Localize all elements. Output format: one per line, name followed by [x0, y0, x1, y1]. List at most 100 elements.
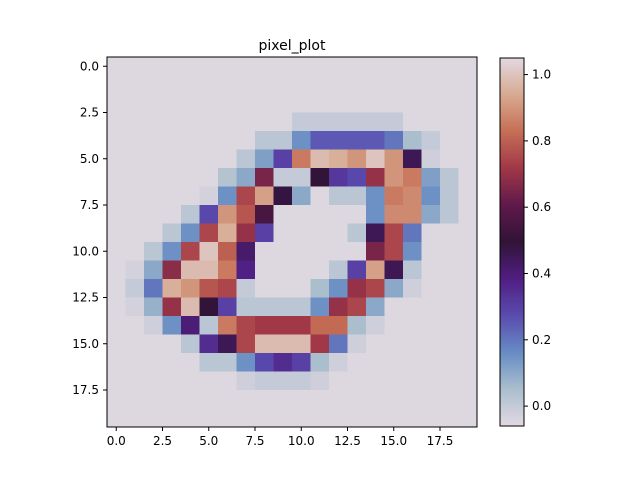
heatmap-cell [421, 75, 441, 95]
heatmap-cell [144, 390, 163, 409]
heatmap-cell [125, 297, 145, 317]
heatmap-cell [162, 205, 182, 224]
heatmap-cell [199, 186, 219, 206]
heatmap-cell [255, 316, 274, 335]
heatmap-cell [366, 334, 385, 354]
heatmap-cell [218, 94, 237, 113]
heatmap-cell [199, 149, 219, 169]
heatmap-cell [107, 316, 126, 335]
heatmap-cell [384, 186, 404, 206]
heatmap-cell [218, 408, 237, 428]
heatmap-cell [440, 168, 459, 187]
heatmap-cell [107, 131, 126, 150]
heatmap-cell [236, 149, 256, 169]
heatmap-cell [440, 390, 459, 409]
heatmap-cell [218, 242, 237, 261]
heatmap-cell [218, 131, 237, 150]
heatmap-cell [292, 279, 311, 298]
heatmap-cell [329, 353, 348, 372]
heatmap-cell [292, 186, 311, 206]
heatmap-cell [329, 371, 348, 391]
heatmap-cell [292, 353, 311, 372]
heatmap-cell [181, 75, 200, 95]
heatmap-cell [292, 371, 311, 391]
heatmap-cell [366, 223, 385, 243]
heatmap-cell [218, 353, 237, 372]
heatmap-cell [347, 149, 367, 169]
heatmap-cell [366, 149, 385, 169]
heatmap-cell [144, 242, 163, 261]
heatmap-cell [273, 353, 293, 372]
heatmap-cell [384, 168, 404, 187]
heatmap-cell [440, 408, 459, 428]
heatmap-cell [181, 57, 200, 76]
heatmap-cell [255, 223, 274, 243]
heatmap-cell [144, 57, 163, 76]
heatmap-cell [181, 279, 200, 298]
heatmap-cell [329, 131, 348, 150]
heatmap-cell [329, 297, 348, 317]
heatmap-cell [181, 242, 200, 261]
heatmap-cell [384, 205, 404, 224]
heatmap-cell [292, 149, 311, 169]
heatmap-cell [236, 334, 256, 354]
heatmap-cell [255, 242, 274, 261]
heatmap-cell [403, 316, 422, 335]
heatmap-cell [458, 131, 478, 150]
heatmap-cell [218, 279, 237, 298]
chart-title: pixel_plot [259, 38, 326, 54]
heatmap-cell [236, 353, 256, 372]
heatmap-cell [403, 75, 422, 95]
heatmap-cell [458, 408, 478, 428]
heatmap-cell [144, 371, 163, 391]
heatmap-cell [218, 334, 237, 354]
heatmap-cell [347, 242, 367, 261]
heatmap-cell [255, 94, 274, 113]
heatmap-cell [458, 334, 478, 354]
heatmap-cell [310, 186, 330, 206]
heatmap-cell [162, 149, 182, 169]
heatmap-cell [181, 112, 200, 132]
heatmap-cell [292, 75, 311, 95]
heatmap-cell [440, 205, 459, 224]
heatmap-cell [440, 149, 459, 169]
heatmap-cell [144, 186, 163, 206]
y-tick-label: 2.5 [80, 106, 99, 120]
heatmap-cell [255, 168, 274, 187]
heatmap-cell [273, 279, 293, 298]
heatmap-cell [440, 94, 459, 113]
heatmap-cell [144, 205, 163, 224]
heatmap-cell [255, 260, 274, 280]
heatmap-cell [273, 112, 293, 132]
heatmap-cell [181, 205, 200, 224]
heatmap-cell [458, 297, 478, 317]
heatmap-cell [458, 353, 478, 372]
heatmap-cell [347, 334, 367, 354]
heatmap-cell [366, 112, 385, 132]
heatmap-cell [273, 57, 293, 76]
heatmap-cell [458, 260, 478, 280]
heatmap-cell [255, 371, 274, 391]
heatmap-cell [329, 112, 348, 132]
heatmap-cell [144, 94, 163, 113]
heatmap-cell [273, 390, 293, 409]
heatmap-cell [310, 242, 330, 261]
heatmap-cell [162, 94, 182, 113]
x-tick-label: 17.5 [427, 434, 454, 448]
heatmap-cell [273, 75, 293, 95]
heatmap-cell [347, 75, 367, 95]
heatmap-cell [384, 223, 404, 243]
heatmap-cell [347, 57, 367, 76]
heatmap-cell [329, 168, 348, 187]
heatmap-cell [403, 205, 422, 224]
heatmap-cell [125, 186, 145, 206]
heatmap-cell [329, 242, 348, 261]
heatmap-cell [125, 353, 145, 372]
heatmap-cell [125, 149, 145, 169]
heatmap-cell [421, 316, 441, 335]
heatmap-cell [218, 371, 237, 391]
heatmap-cell [199, 94, 219, 113]
heatmap-cell [107, 279, 126, 298]
heatmap-cell [162, 390, 182, 409]
heatmap-cell [310, 297, 330, 317]
